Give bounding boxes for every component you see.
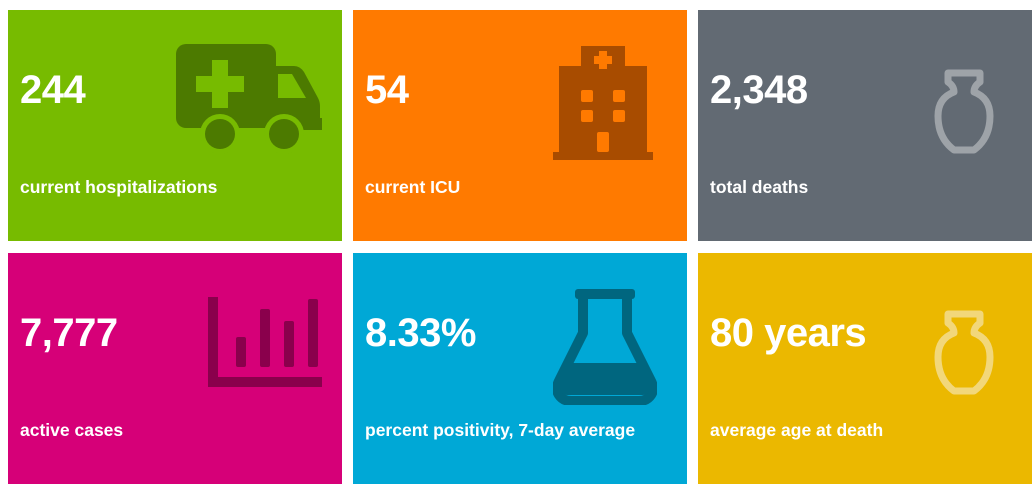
stat-value: 2,348: [710, 68, 808, 112]
flask-icon: [553, 287, 657, 405]
stat-label: total deaths: [710, 177, 809, 197]
stat-value: 54: [365, 68, 409, 112]
stat-label: current ICU: [365, 177, 461, 197]
stat-label: percent positivity, 7-day average: [365, 420, 636, 440]
hospital-building-icon: [553, 46, 653, 162]
stat-tile-deaths: 2,348 total deaths: [698, 10, 1032, 241]
stat-value: 80 years: [710, 311, 867, 355]
bar-chart-icon: [206, 297, 324, 389]
stat-label: current hospitalizations: [20, 177, 218, 197]
stat-tile-active-cases: 7,777 active cases: [8, 253, 342, 484]
stat-label: average age at death: [710, 420, 884, 440]
stat-tile-icu: 54 current ICU: [353, 10, 687, 241]
urn-icon: [934, 309, 994, 397]
stat-tile-average-age: 80 years average age at death: [698, 253, 1032, 484]
stat-label: active cases: [20, 420, 124, 440]
stat-value: 7,777: [20, 311, 118, 355]
stat-tile-hospitalizations: 244 current hospitalizations: [8, 10, 342, 241]
stat-value: 244: [20, 68, 86, 112]
urn-icon: [934, 68, 994, 156]
stat-tile-positivity: 8.33% percent positivity, 7-day average: [353, 253, 687, 484]
ambulance-icon: [176, 44, 324, 160]
stat-value: 8.33%: [365, 311, 476, 355]
